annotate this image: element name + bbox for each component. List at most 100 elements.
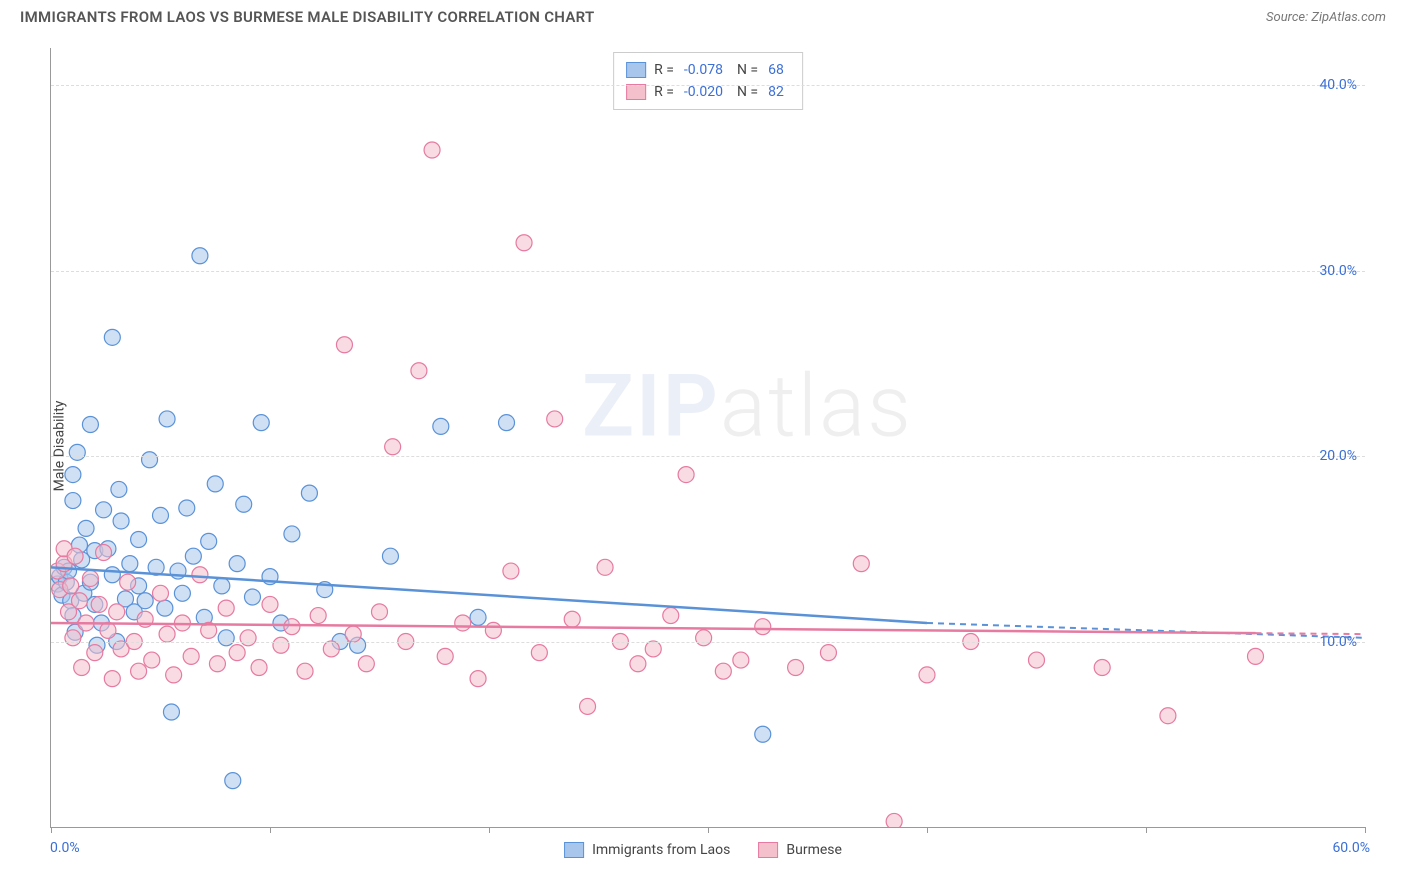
data-point: [122, 556, 138, 572]
data-point: [159, 626, 175, 642]
grid-line: [51, 456, 1365, 457]
data-point: [886, 813, 902, 827]
data-point: [919, 667, 935, 683]
data-point: [755, 726, 771, 742]
data-point: [645, 641, 661, 657]
data-point: [185, 548, 201, 564]
data-point: [65, 467, 81, 483]
data-point: [91, 596, 107, 612]
data-point: [516, 235, 532, 251]
x-tick-mark: [1365, 827, 1366, 833]
x-tick-mark: [270, 827, 271, 833]
data-point: [470, 609, 486, 625]
chart-source: Source: ZipAtlas.com: [1266, 10, 1386, 25]
x-axis-min-label: 0.0%: [50, 840, 80, 856]
data-point: [284, 619, 300, 635]
data-point: [663, 608, 679, 624]
data-point: [225, 773, 241, 789]
data-point: [755, 619, 771, 635]
legend-r-label: R =: [654, 59, 674, 81]
legend-n-value: 68: [768, 59, 784, 81]
data-point: [696, 630, 712, 646]
data-point: [65, 630, 81, 646]
data-point: [310, 608, 326, 624]
data-point: [358, 656, 374, 672]
series-legend-label: Immigrants from Laos: [592, 842, 730, 858]
data-point: [531, 645, 547, 661]
data-point: [485, 622, 501, 638]
y-tick-label: 20.0%: [1319, 448, 1357, 464]
data-point: [424, 142, 440, 158]
chart-area: ZIPatlas R =-0.078N =68R =-0.020N =82 10…: [50, 48, 1365, 828]
grid-line: [51, 271, 1365, 272]
data-point: [166, 667, 182, 683]
data-point: [788, 659, 804, 675]
legend-swatch: [626, 84, 646, 100]
data-point: [564, 611, 580, 627]
scatter-plot: [51, 48, 1365, 827]
data-point: [104, 329, 120, 345]
data-point: [218, 600, 234, 616]
legend-r-value: -0.078: [684, 59, 723, 81]
data-point: [251, 659, 267, 675]
data-point: [1094, 659, 1110, 675]
data-point: [71, 593, 87, 609]
data-point: [499, 415, 515, 431]
legend-swatch: [626, 62, 646, 78]
data-point: [580, 698, 596, 714]
data-point: [678, 467, 694, 483]
x-tick-mark: [927, 827, 928, 833]
data-point: [323, 641, 339, 657]
chart-header: IMMIGRANTS FROM LAOS VS BURMESE MALE DIS…: [0, 0, 1406, 30]
data-point: [111, 481, 127, 497]
data-point: [273, 637, 289, 653]
data-point: [345, 626, 361, 642]
data-point: [78, 520, 94, 536]
data-point: [179, 500, 195, 516]
data-point: [253, 415, 269, 431]
series-legend-item: Immigrants from Laos: [564, 842, 730, 858]
grid-line: [51, 642, 1365, 643]
data-point: [69, 444, 85, 460]
chart-title: IMMIGRANTS FROM LAOS VS BURMESE MALE DIS…: [20, 8, 595, 26]
data-point: [96, 502, 112, 518]
legend-swatch: [564, 842, 584, 858]
data-point: [153, 507, 169, 523]
data-point: [372, 604, 388, 620]
data-point: [120, 574, 136, 590]
data-point: [74, 659, 90, 675]
data-point: [547, 411, 563, 427]
data-point: [218, 630, 234, 646]
data-point: [104, 567, 120, 583]
data-point: [503, 563, 519, 579]
data-point: [297, 663, 313, 679]
correlation-legend-row: R =-0.078N =68: [626, 59, 790, 81]
x-tick-mark: [708, 827, 709, 833]
data-point: [82, 417, 98, 433]
data-point: [214, 578, 230, 594]
data-point: [63, 578, 79, 594]
data-point: [630, 656, 646, 672]
data-point: [144, 652, 160, 668]
y-tick-label: 40.0%: [1319, 77, 1357, 93]
data-point: [411, 363, 427, 379]
data-point: [240, 630, 256, 646]
data-point: [1160, 708, 1176, 724]
y-tick-label: 30.0%: [1319, 263, 1357, 279]
data-point: [1029, 652, 1045, 668]
data-point: [715, 663, 731, 679]
data-point: [229, 556, 245, 572]
data-point: [853, 556, 869, 572]
data-point: [820, 645, 836, 661]
data-point: [87, 645, 103, 661]
data-point: [131, 532, 147, 548]
data-point: [142, 452, 158, 468]
data-point: [113, 513, 129, 529]
x-axis-max-label: 60.0%: [1332, 840, 1370, 856]
data-point: [153, 585, 169, 601]
data-point: [104, 671, 120, 687]
data-point: [284, 526, 300, 542]
data-point: [137, 593, 153, 609]
data-point: [174, 585, 190, 601]
data-point: [109, 604, 125, 620]
